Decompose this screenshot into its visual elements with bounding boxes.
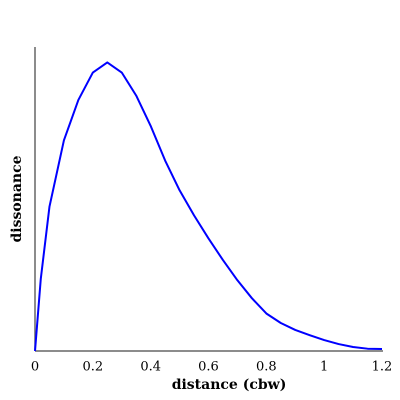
y-axis-label: dissonance [9, 155, 25, 242]
x-axis-label: distance (cbw) [172, 377, 287, 393]
x-tick-label: 0 [31, 360, 39, 375]
x-tick-label: 1.2 [372, 360, 393, 375]
x-tick-label: 1 [320, 360, 328, 375]
data-line [34, 61, 383, 352]
x-tick-label: 0.6 [198, 360, 219, 375]
x-tick-label: 0.8 [256, 360, 277, 375]
x-tick-label: 0.2 [82, 360, 103, 375]
x-tick-label: 0.4 [140, 360, 161, 375]
